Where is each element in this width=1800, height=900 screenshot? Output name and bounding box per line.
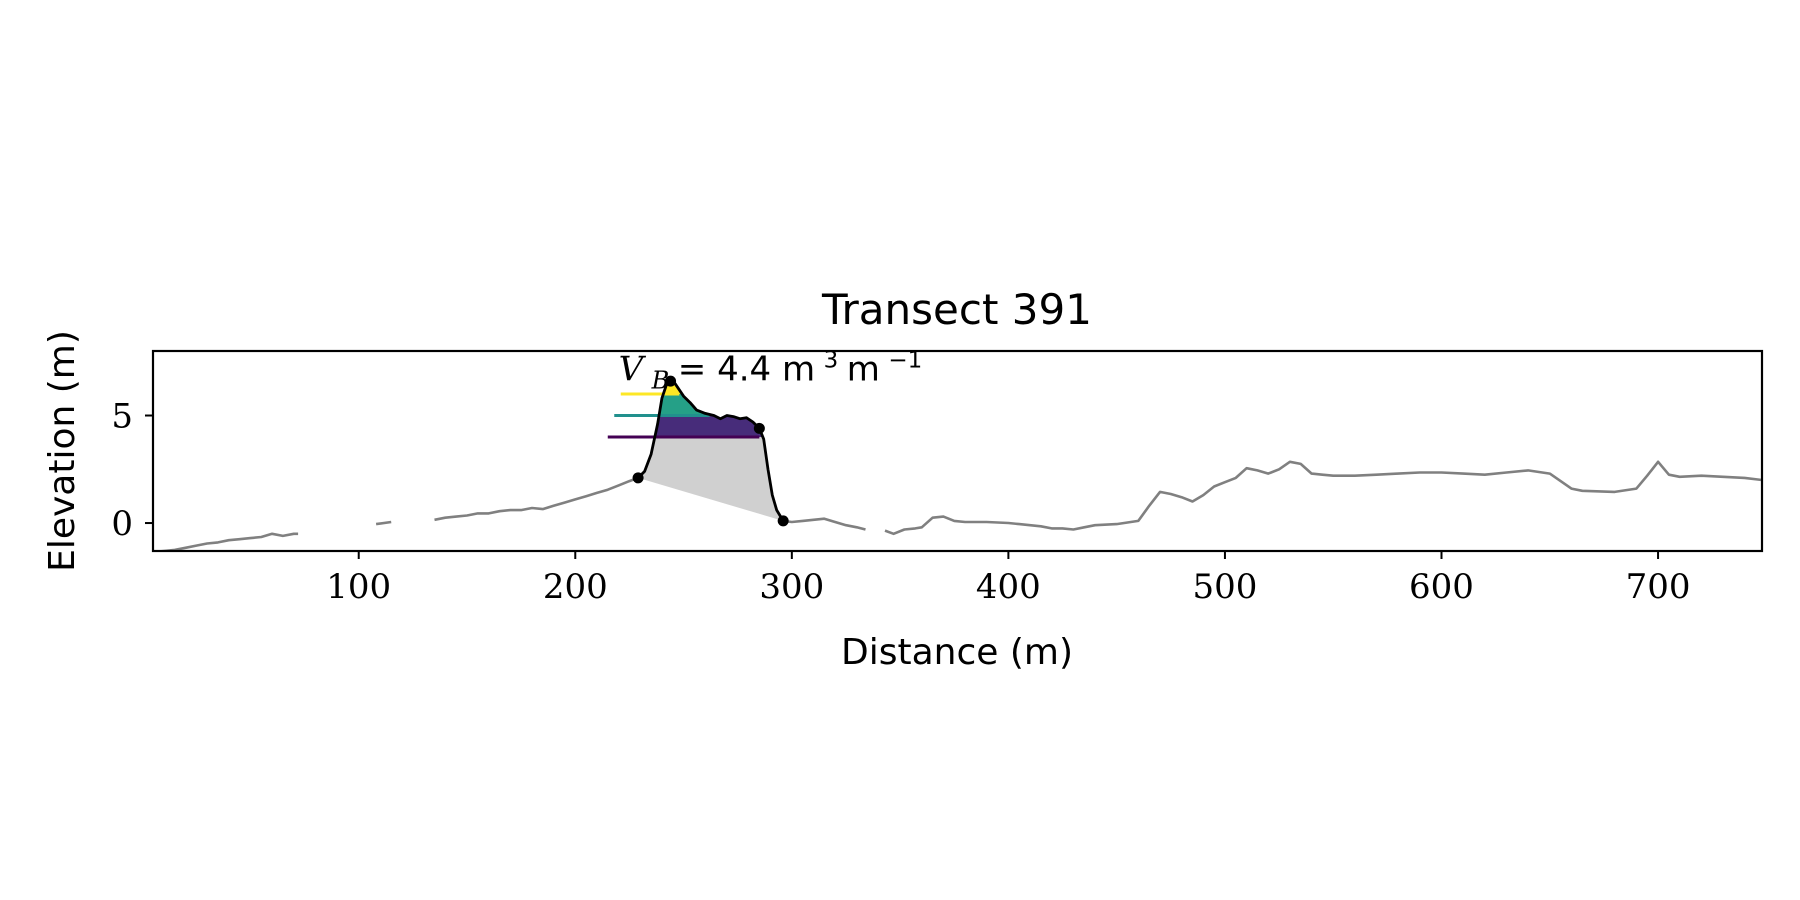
plot-area bbox=[153, 375, 1762, 551]
profile-segment-4 bbox=[783, 517, 866, 531]
dune-point-3 bbox=[753, 422, 765, 434]
x-tick-label: 400 bbox=[976, 567, 1041, 607]
y-axis-ticks: 05 bbox=[111, 397, 153, 544]
profile-segment-3 bbox=[434, 476, 639, 522]
y-axis-label: Elevation (m) bbox=[42, 330, 83, 572]
profile-segment-1 bbox=[153, 532, 299, 551]
profile-segment-2 bbox=[375, 520, 392, 526]
y-tick-label: 0 bbox=[111, 504, 133, 544]
x-tick-label: 300 bbox=[759, 567, 824, 607]
dune-point-1 bbox=[632, 472, 644, 484]
level-lines-layer bbox=[607, 392, 760, 439]
x-tick-label: 500 bbox=[1192, 567, 1257, 607]
dune-points-layer bbox=[632, 375, 789, 527]
x-axis-label: Distance (m) bbox=[841, 632, 1073, 673]
x-tick-label: 100 bbox=[326, 567, 391, 607]
dune-point-2 bbox=[665, 375, 677, 387]
chart-title: Transect 391 bbox=[821, 285, 1092, 334]
level-band-2 bbox=[659, 394, 713, 416]
x-tick-label: 600 bbox=[1409, 567, 1474, 607]
y-tick-label: 5 bbox=[111, 397, 133, 437]
dune-fill-layer bbox=[638, 379, 784, 521]
x-tick-label: 200 bbox=[543, 567, 608, 607]
dune-profile-line bbox=[637, 377, 785, 522]
profile-layer bbox=[153, 460, 1762, 551]
x-axis-ticks: 100 200 300 400 500 600 700 bbox=[326, 551, 1691, 607]
dune-layer bbox=[637, 377, 785, 522]
dune-volume-area bbox=[638, 379, 784, 521]
level-band-1 bbox=[655, 415, 763, 437]
x-tick-label: 700 bbox=[1626, 567, 1691, 607]
dune-point-4 bbox=[777, 515, 789, 527]
plot-frame bbox=[151, 349, 1764, 553]
volume-annotation: V B = 4.4 m 3 m −1 bbox=[619, 339, 923, 397]
profile-segment-5 bbox=[884, 460, 1762, 536]
